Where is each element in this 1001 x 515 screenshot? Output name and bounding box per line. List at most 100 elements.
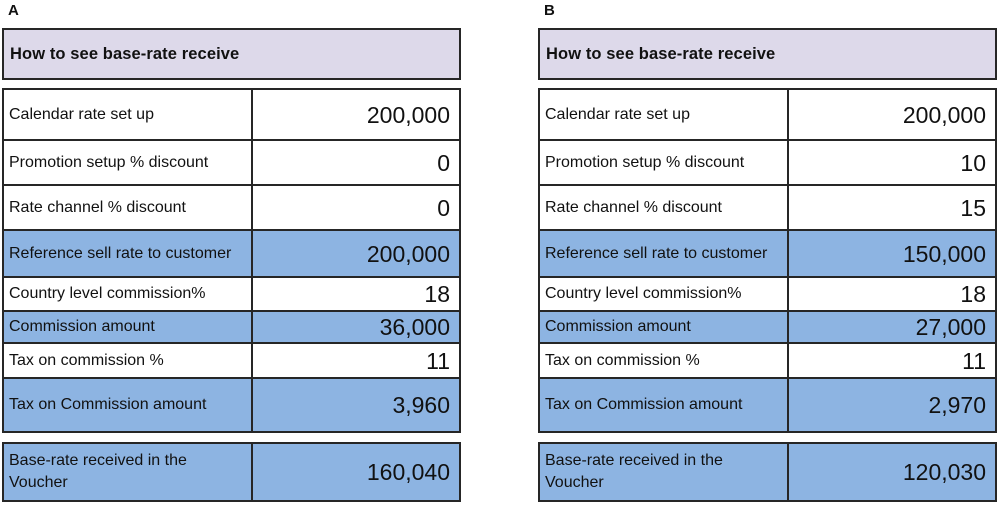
row-label: Promotion setup % discount (9, 153, 209, 171)
scenario-panel-a: A How to see base-rate receive Calendar … (2, 0, 461, 502)
table-row: Commission amount 36,000 (4, 312, 459, 344)
label-cell[interactable]: Tax on Commission amount (4, 379, 253, 431)
row-label: Base-rate received in the Voucher (545, 452, 723, 491)
table-row: Country level commission% 18 (540, 278, 995, 312)
table-row: Tax on commission % 11 (4, 344, 459, 379)
value-cell[interactable]: 200,000 (789, 90, 995, 139)
row-value: 18 (960, 281, 986, 307)
value-cell[interactable]: 2,970 (789, 379, 995, 431)
table-body: Calendar rate set up 200,000 Promotion s… (2, 88, 461, 433)
value-cell[interactable]: 200,000 (253, 231, 459, 276)
label-cell[interactable]: Base-rate received in the Voucher (4, 444, 253, 500)
table-row: Calendar rate set up 200,000 (540, 90, 995, 141)
row-value: 27,000 (915, 314, 986, 340)
row-label: Commission amount (545, 318, 691, 335)
value-cell[interactable]: 0 (253, 186, 459, 229)
value-cell[interactable]: 200,000 (253, 90, 459, 139)
row-value: 200,000 (902, 101, 986, 128)
row-label: Calendar rate set up (9, 105, 154, 123)
label-cell[interactable]: Base-rate received in the Voucher (540, 444, 789, 500)
table-title-cell[interactable]: How to see base-rate receive (2, 28, 461, 80)
table-row: Calendar rate set up 200,000 (4, 90, 459, 141)
row-label: Tax on Commission amount (545, 396, 743, 413)
panel-label-a: A (8, 2, 19, 19)
row-label: Tax on commission % (545, 351, 700, 369)
row-value: 120,030 (902, 459, 986, 485)
row-value: 0 (437, 149, 450, 176)
table-title-cell[interactable]: How to see base-rate receive (538, 28, 997, 80)
row-label: Country level commission% (9, 285, 206, 302)
table-title: How to see base-rate receive (10, 44, 240, 63)
label-cell[interactable]: Country level commission% (4, 278, 253, 310)
row-value: 11 (962, 347, 986, 374)
table-row: Promotion setup % discount 0 (4, 141, 459, 186)
table-row: Country level commission% 18 (4, 278, 459, 312)
table-row: Rate channel % discount 0 (4, 186, 459, 231)
total-row: Base-rate received in the Voucher 120,03… (538, 442, 997, 502)
value-cell[interactable]: 36,000 (253, 312, 459, 342)
label-cell[interactable]: Calendar rate set up (540, 90, 789, 139)
value-cell[interactable]: 27,000 (789, 312, 995, 342)
table-row: Tax on Commission amount 3,960 (4, 379, 459, 431)
table-row: Reference sell rate to customer 150,000 (540, 231, 995, 278)
value-cell[interactable]: 11 (789, 344, 995, 377)
label-cell[interactable]: Country level commission% (540, 278, 789, 310)
row-value: 18 (424, 281, 450, 307)
scenario-panel-b: B How to see base-rate receive Calendar … (538, 0, 997, 502)
row-value: 3,960 (392, 392, 450, 418)
label-cell[interactable]: Commission amount (4, 312, 253, 342)
value-cell[interactable]: 18 (253, 278, 459, 310)
label-cell[interactable]: Tax on commission % (540, 344, 789, 377)
row-value: 11 (426, 347, 450, 374)
total-row: Base-rate received in the Voucher 160,04… (2, 442, 461, 502)
label-cell[interactable]: Promotion setup % discount (540, 141, 789, 184)
label-cell[interactable]: Tax on Commission amount (540, 379, 789, 431)
row-label: Tax on commission % (9, 351, 164, 369)
label-cell[interactable]: Reference sell rate to customer (540, 231, 789, 276)
row-label: Rate channel % discount (545, 198, 722, 216)
row-label: Tax on Commission amount (9, 396, 207, 413)
row-label: Reference sell rate to customer (545, 244, 768, 262)
value-cell[interactable]: 18 (789, 278, 995, 310)
label-cell[interactable]: Reference sell rate to customer (4, 231, 253, 276)
row-value: 200,000 (366, 101, 450, 128)
value-cell[interactable]: 10 (789, 141, 995, 184)
label-cell[interactable]: Calendar rate set up (4, 90, 253, 139)
row-value: 150,000 (902, 240, 986, 267)
table-row: Tax on Commission amount 2,970 (540, 379, 995, 431)
value-cell[interactable]: 120,030 (789, 444, 995, 500)
row-label: Rate channel % discount (9, 198, 186, 216)
table-row: Rate channel % discount 15 (540, 186, 995, 231)
value-cell[interactable]: 3,960 (253, 379, 459, 431)
label-cell[interactable]: Promotion setup % discount (4, 141, 253, 184)
label-cell[interactable]: Tax on commission % (4, 344, 253, 377)
table-row: Promotion setup % discount 10 (540, 141, 995, 186)
row-label: Promotion setup % discount (545, 153, 745, 171)
table-row: Commission amount 27,000 (540, 312, 995, 344)
row-value: 160,040 (366, 459, 450, 485)
row-label: Base-rate received in the Voucher (9, 452, 187, 491)
table-row: Tax on commission % 11 (540, 344, 995, 379)
value-cell[interactable]: 160,040 (253, 444, 459, 500)
row-label: Country level commission% (545, 285, 742, 302)
table-body: Calendar rate set up 200,000 Promotion s… (538, 88, 997, 433)
value-cell[interactable]: 150,000 (789, 231, 995, 276)
row-value: 200,000 (366, 240, 450, 267)
panel-label-b: B (544, 2, 555, 19)
row-label: Calendar rate set up (545, 105, 690, 123)
row-label: Reference sell rate to customer (9, 244, 232, 262)
label-cell[interactable]: Commission amount (540, 312, 789, 342)
label-cell[interactable]: Rate channel % discount (4, 186, 253, 229)
row-value: 36,000 (379, 314, 450, 340)
value-cell[interactable]: 15 (789, 186, 995, 229)
row-value: 0 (437, 194, 450, 221)
table-title: How to see base-rate receive (546, 44, 776, 63)
label-cell[interactable]: Rate channel % discount (540, 186, 789, 229)
value-cell[interactable]: 11 (253, 344, 459, 377)
row-value: 15 (960, 194, 986, 221)
table-row: Reference sell rate to customer 200,000 (4, 231, 459, 278)
value-cell[interactable]: 0 (253, 141, 459, 184)
row-value: 2,970 (928, 392, 986, 418)
row-label: Commission amount (9, 318, 155, 335)
